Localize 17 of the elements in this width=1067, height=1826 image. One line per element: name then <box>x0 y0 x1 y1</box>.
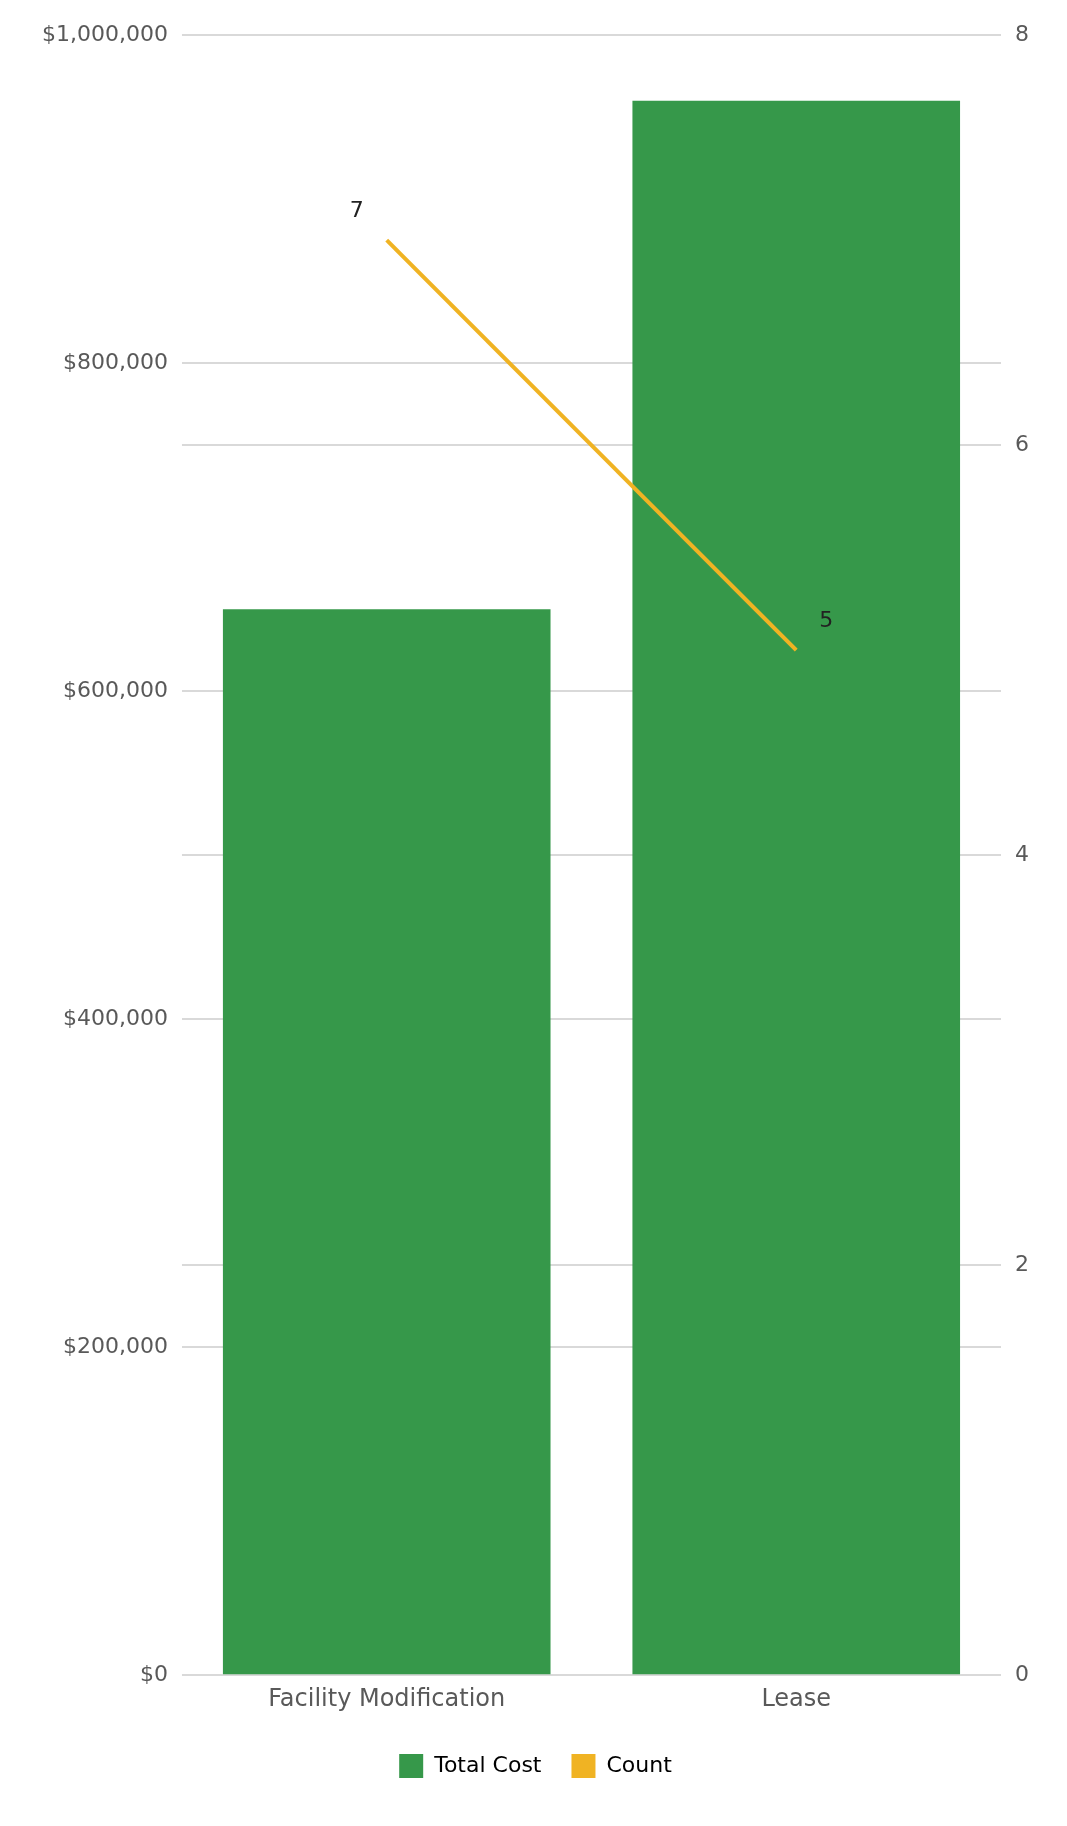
x-tick-label: Lease <box>761 1683 832 1712</box>
data-label: 7 <box>349 196 364 222</box>
y-tick-label: $400,000 <box>62 1004 168 1030</box>
y-tick-label: $200,000 <box>62 1332 168 1358</box>
data-label: 5 <box>819 606 834 632</box>
x-tick-label: Facility Modification <box>268 1683 506 1712</box>
y2-tick-label: 8 <box>1015 20 1029 46</box>
y-tick-label: $600,000 <box>62 676 168 702</box>
legend-label: Total Cost <box>433 1751 542 1777</box>
y2-tick-label: 4 <box>1015 840 1029 866</box>
y2-tick-label: 6 <box>1015 430 1029 456</box>
legend-label: Count <box>606 1751 673 1777</box>
y2-tick-label: 0 <box>1015 1660 1029 1686</box>
y-tick-label: $0 <box>139 1660 168 1686</box>
y-tick-label: $800,000 <box>62 348 168 374</box>
y-tick-label: $1,000,000 <box>41 20 168 46</box>
y2-tick-label: 2 <box>1015 1250 1029 1276</box>
